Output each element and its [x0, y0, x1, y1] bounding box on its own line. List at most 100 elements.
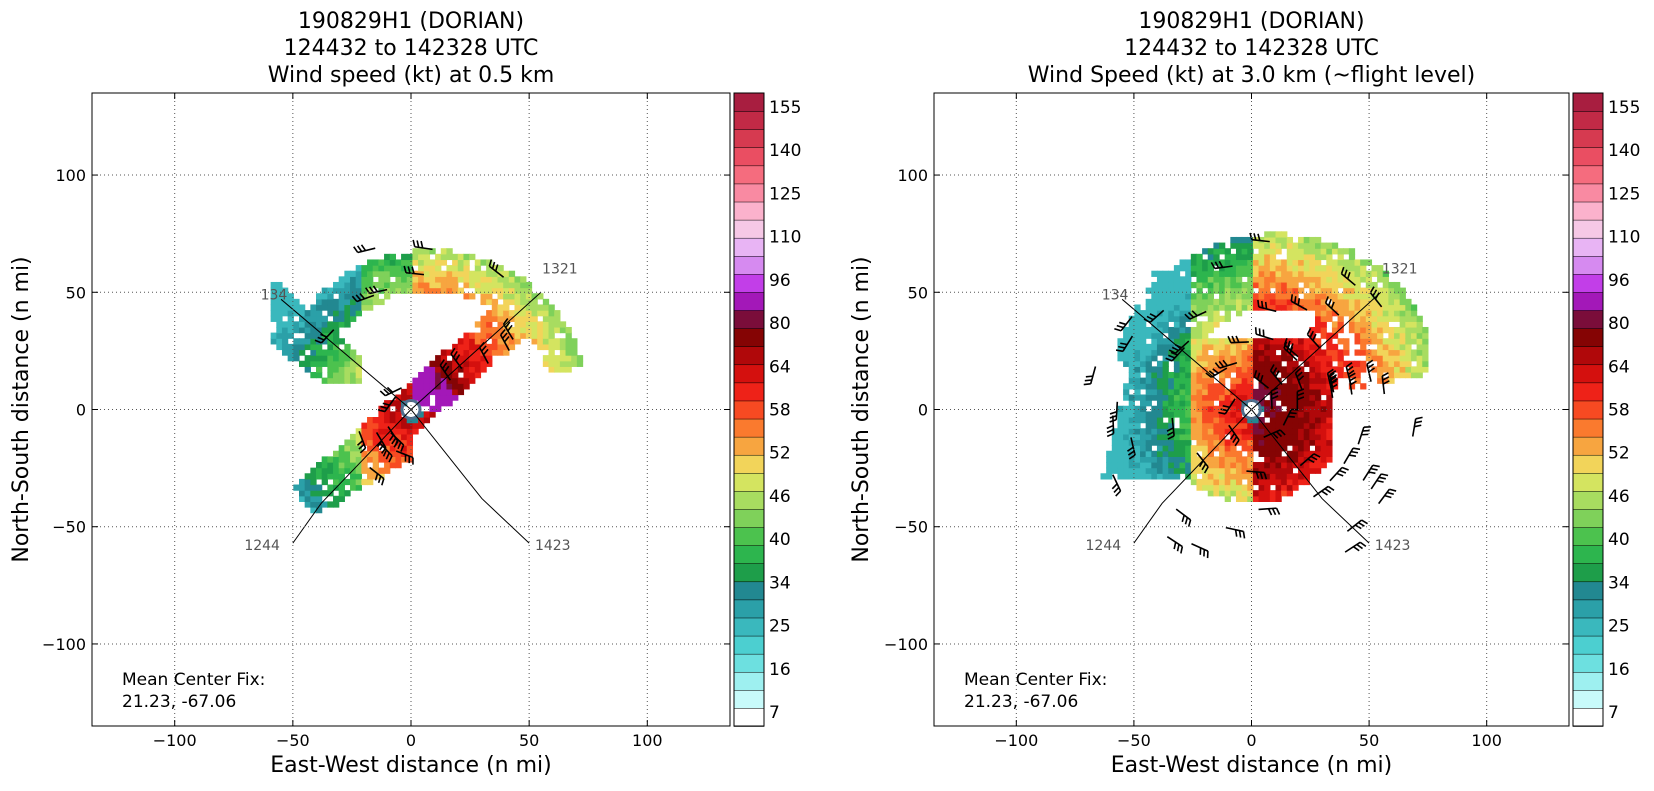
wind-speed-cell [1247, 271, 1253, 277]
wind-speed-cell [1174, 361, 1180, 367]
wind-speed-cell [1281, 231, 1287, 237]
wind-speed-cell [1213, 355, 1219, 361]
wind-speed-cell [1338, 338, 1344, 344]
wind-speed-cell [1225, 276, 1231, 282]
wind-speed-cell [1259, 288, 1265, 294]
wind-speed-cell [1208, 338, 1214, 344]
wind-speed-cell [1332, 282, 1338, 288]
wind-speed-cell [1388, 310, 1394, 316]
wind-speed-cell [305, 333, 311, 339]
wind-speed-cell [378, 411, 384, 417]
wind-speed-cell [378, 417, 384, 423]
wind-speed-cell [1326, 417, 1332, 423]
wind-speed-cell [310, 507, 316, 513]
wind-speed-cell [1196, 355, 1202, 361]
wind-speed-cell [1208, 485, 1214, 491]
wind-speed-cell [1208, 282, 1214, 288]
wind-speed-cell [1326, 400, 1332, 406]
wind-speed-cell [1411, 316, 1417, 322]
wind-speed-cell [350, 282, 356, 288]
wind-speed-cell [1417, 333, 1423, 339]
wind-speed-cell [1146, 451, 1152, 457]
wind-speed-cell [549, 338, 555, 344]
wind-speed-cell [1146, 349, 1152, 355]
wind-speed-cell [327, 462, 333, 468]
wind-speed-cell [486, 327, 492, 333]
wind-speed-cell [282, 310, 288, 316]
wind-speed-cell [316, 349, 322, 355]
wind-speed-cell [1219, 445, 1225, 451]
wind-speed-cell [1134, 338, 1140, 344]
wind-speed-cell [1208, 400, 1214, 406]
wind-speed-cell [1405, 321, 1411, 327]
wind-speed-cell [1163, 411, 1169, 417]
colorbar-band [734, 274, 764, 293]
wind-speed-cell [1202, 473, 1208, 479]
wind-speed-cell [1117, 456, 1123, 462]
wind-speed-cell [1191, 456, 1197, 462]
colorbar-band [1573, 491, 1603, 510]
wind-speed-cell [1185, 299, 1191, 305]
wind-speed-cell [333, 333, 339, 339]
wind-speed-cell [322, 456, 328, 462]
wind-speed-cell [384, 271, 390, 277]
wind-speed-cell [1292, 485, 1298, 491]
wind-speed-cell [1388, 366, 1394, 372]
wind-speed-cell [1259, 259, 1265, 265]
wind-speed-cell [1309, 383, 1315, 389]
wind-speed-cell [463, 259, 469, 265]
wind-speed-cell [1191, 372, 1197, 378]
wind-speed-cell [566, 349, 572, 355]
wind-speed-cell [1315, 361, 1321, 367]
wind-speed-cell [1163, 423, 1169, 429]
wind-speed-cell [1292, 423, 1298, 429]
wind-speed-cell [1202, 383, 1208, 389]
wind-speed-cell [543, 310, 549, 316]
wind-speed-cell [1134, 361, 1140, 367]
wind-speed-cell [1309, 440, 1315, 446]
wind-speed-cell [401, 428, 407, 434]
colorbar-band [734, 93, 764, 112]
wind-speed-cell [509, 310, 515, 316]
wind-speed-cell [1309, 434, 1315, 440]
wind-speed-cell [1180, 451, 1186, 457]
wind-speed-cell [1151, 434, 1157, 440]
wind-speed-cell [435, 276, 441, 282]
wind-speed-cell [1146, 468, 1152, 474]
wind-speed-cell [1253, 349, 1259, 355]
wind-speed-cell [486, 282, 492, 288]
wind-speed-cell [1208, 248, 1214, 254]
wind-speed-cell [1236, 259, 1242, 265]
wind-speed-cell [1225, 304, 1231, 310]
wind-speed-cell [1259, 451, 1265, 457]
wind-speed-cell [1157, 276, 1163, 282]
wind-speed-cell [1191, 394, 1197, 400]
colorbar-label: 40 [769, 530, 791, 550]
wind-speed-cell [1174, 400, 1180, 406]
wind-speed-cell [1213, 383, 1219, 389]
wind-speed-cell [339, 304, 345, 310]
wind-speed-cell [1202, 361, 1208, 367]
wind-speed-cell [1163, 394, 1169, 400]
wind-speed-cell [1321, 389, 1327, 395]
wind-speed-cell [1253, 496, 1259, 502]
wind-speed-cell [1230, 254, 1236, 260]
wind-speed-cell [554, 338, 560, 344]
x-tick-label: −100 [153, 731, 197, 750]
wind-speed-cell [1388, 304, 1394, 310]
wind-speed-cell [1123, 411, 1129, 417]
colorbar-band [734, 382, 764, 401]
wind-speed-cell [571, 355, 577, 361]
wind-speed-cell [1146, 372, 1152, 378]
wind-speed-cell [1219, 338, 1225, 344]
wind-speed-cell [305, 479, 311, 485]
wind-speed-cell [1242, 496, 1248, 502]
wind-speed-cell [1292, 361, 1298, 367]
wind-speed-cell [1371, 321, 1377, 327]
colorbar-band [1573, 274, 1603, 293]
wind-speed-cell [1422, 338, 1428, 344]
wind-speed-cell [1360, 271, 1366, 277]
wind-speed-cell [492, 310, 498, 316]
wind-speed-cell [367, 304, 373, 310]
